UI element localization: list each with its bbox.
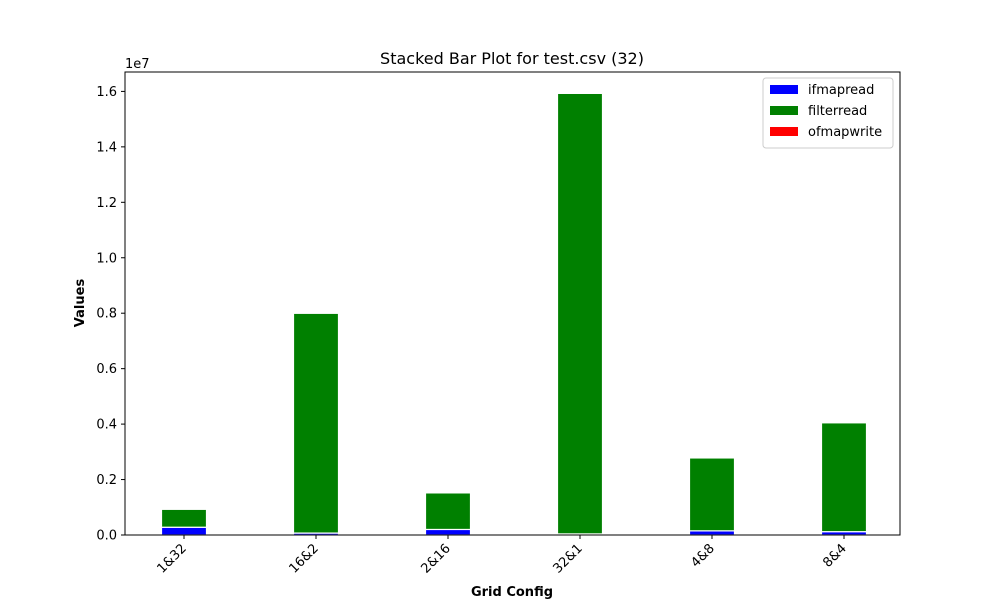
y-tick-label: 1.0 bbox=[96, 251, 117, 266]
bar-segment-filterread bbox=[160, 508, 208, 528]
legend-label-ifmapread: ifmapread bbox=[808, 83, 874, 98]
y-scale-note: 1e7 bbox=[125, 57, 150, 72]
legend-swatch-filterread bbox=[770, 106, 798, 115]
bar-segment-filterread bbox=[424, 492, 472, 531]
x-tick-label: 4&8 bbox=[688, 541, 717, 570]
bar-segment-filterread bbox=[820, 422, 868, 533]
bar-segment-ifmapread bbox=[688, 530, 736, 536]
bar-segment-filterread bbox=[292, 312, 340, 534]
y-axis-ticks: 0.0 0.2 0.4 0.6 0.8 1.0 1.2 1.4 1.6 bbox=[96, 85, 125, 544]
x-tick-label: 1&32 bbox=[155, 541, 190, 576]
y-tick-label: 1.2 bbox=[96, 196, 117, 211]
x-tick-label: 8&4 bbox=[820, 541, 849, 570]
y-tick-label: 1.6 bbox=[96, 85, 117, 100]
y-tick-label: 0.2 bbox=[96, 473, 117, 488]
x-axis-ticks: 1&32 16&2 2&16 32&1 4&8 8&4 bbox=[155, 535, 850, 577]
bar-segment-ifmapread bbox=[424, 528, 472, 536]
y-tick-label: 0.6 bbox=[96, 362, 117, 377]
y-axis-label: Values bbox=[73, 279, 88, 328]
legend-label-ofmapwrite: ofmapwrite bbox=[808, 125, 882, 140]
x-tick-label: 16&2 bbox=[287, 541, 322, 576]
legend-swatch-ifmapread bbox=[770, 85, 798, 94]
chart-title: Stacked Bar Plot for test.csv (32) bbox=[380, 49, 644, 68]
bar-segment-filterread bbox=[688, 457, 736, 532]
x-tick-label: 32&1 bbox=[551, 541, 586, 576]
legend: ifmapread filterread ofmapwrite bbox=[762, 77, 894, 149]
y-tick-label: 0.0 bbox=[96, 529, 117, 544]
y-tick-label: 1.4 bbox=[96, 140, 117, 155]
legend-label-filterread: filterread bbox=[808, 104, 867, 119]
x-axis-label: Grid Config bbox=[471, 585, 553, 600]
legend-swatch-ofmapwrite bbox=[770, 127, 798, 136]
bar-segment-ifmapread bbox=[160, 526, 208, 536]
y-tick-label: 0.4 bbox=[96, 418, 117, 433]
x-tick-label: 2&16 bbox=[419, 541, 454, 576]
bars-group bbox=[160, 92, 868, 536]
plot-frame bbox=[124, 71, 901, 536]
bar-segment-filterread bbox=[556, 92, 604, 535]
y-tick-label: 0.8 bbox=[96, 307, 117, 322]
